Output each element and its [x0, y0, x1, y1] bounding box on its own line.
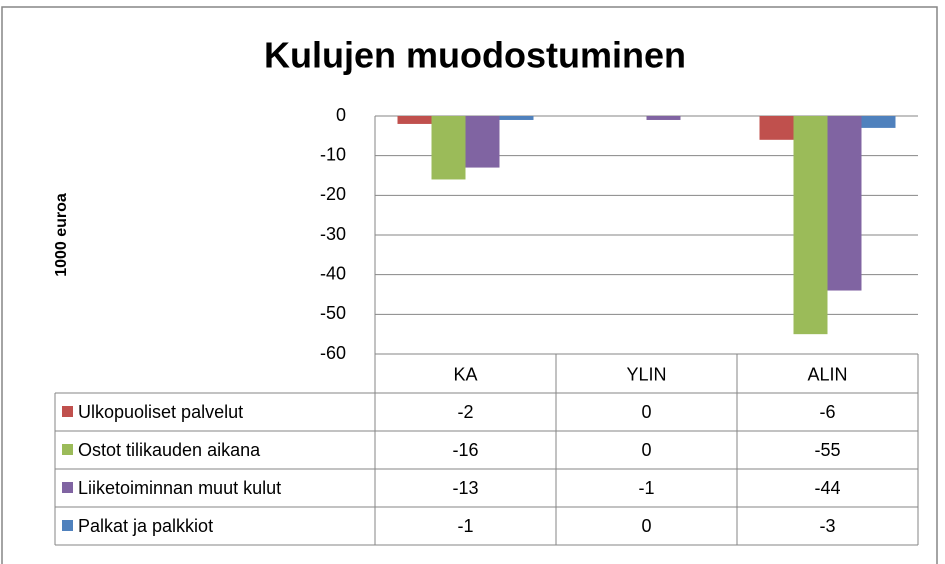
y-tick-label: -10 [320, 144, 346, 164]
table-value: -2 [457, 402, 473, 422]
y-tick-label: -60 [320, 343, 346, 363]
y-tick-label: -20 [320, 184, 346, 204]
x-tick-label: ALIN [807, 364, 847, 384]
table-value: -6 [819, 402, 835, 422]
table-value: -16 [452, 440, 478, 460]
bar [827, 116, 862, 291]
bar [646, 116, 681, 120]
table-value: 0 [641, 440, 651, 460]
chart-title: Kulujen muodostuminen [264, 35, 686, 76]
legend-key [62, 444, 73, 455]
bar [759, 116, 794, 140]
bar [793, 116, 828, 335]
y-tick-label: -40 [320, 263, 346, 283]
legend-label: Liiketoiminnan muut kulut [78, 478, 281, 498]
y-tick-label: -30 [320, 224, 346, 244]
y-axis-label: 1000 euroa [53, 193, 70, 277]
table-value: -3 [819, 516, 835, 536]
bar [861, 116, 896, 128]
legend-key [62, 520, 73, 531]
table-value: -1 [638, 478, 654, 498]
y-tick-label: -50 [320, 303, 346, 323]
legend-label: Palkat ja palkkiot [78, 516, 213, 536]
legend-label: Ostot tilikauden aikana [78, 440, 261, 460]
chart-border [1, 6, 938, 564]
table-value: -13 [452, 478, 478, 498]
table-value: -44 [814, 478, 840, 498]
legend-label: Ulkopuoliset palvelut [78, 402, 243, 422]
table-value: -1 [457, 516, 473, 536]
legend-key [62, 482, 73, 493]
bar [499, 116, 534, 120]
table-value: 0 [641, 402, 651, 422]
y-tick-label: 0 [336, 105, 346, 125]
table-value: -55 [814, 440, 840, 460]
table-value: 0 [641, 516, 651, 536]
bar [397, 116, 432, 124]
bar [431, 116, 466, 180]
x-tick-label: KA [453, 364, 477, 384]
bar [465, 116, 500, 168]
legend-key [62, 406, 73, 417]
x-tick-label: YLIN [626, 364, 666, 384]
